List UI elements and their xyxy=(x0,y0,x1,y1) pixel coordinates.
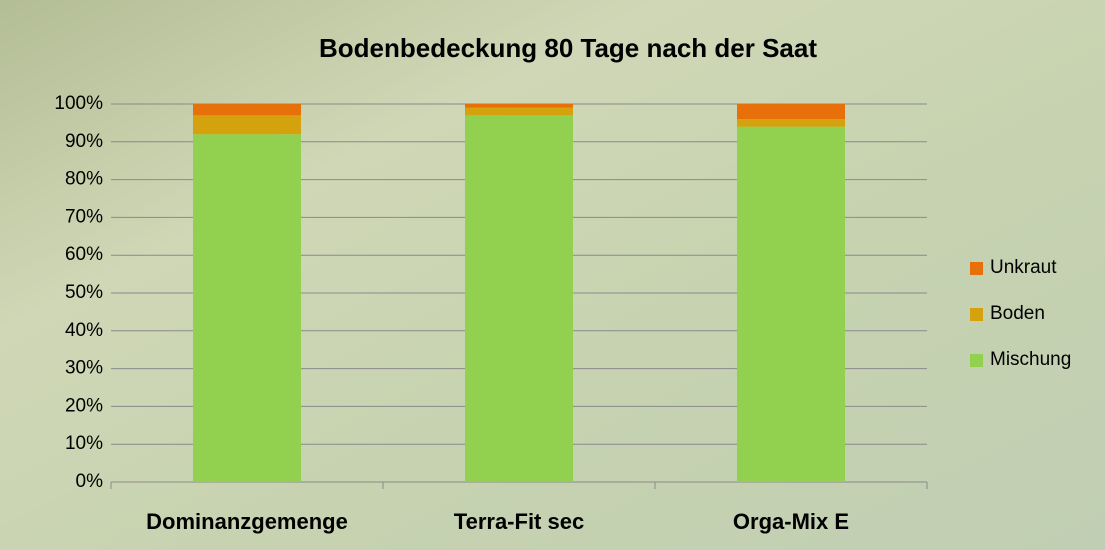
bar-segment xyxy=(465,107,573,116)
bar-segment xyxy=(737,126,845,483)
x-tick-label: Orga-Mix E xyxy=(733,509,849,534)
bar-segment xyxy=(737,119,845,127)
bar-segment xyxy=(465,104,573,108)
y-tick-label: 0% xyxy=(76,471,104,492)
bar-segment xyxy=(465,115,573,482)
y-tick-label: 40% xyxy=(65,320,103,341)
legend-swatch xyxy=(970,262,983,275)
y-tick-label: 50% xyxy=(65,282,103,303)
y-tick-label: 60% xyxy=(65,244,103,265)
legend-swatch xyxy=(970,354,983,367)
x-tick-label: Terra-Fit sec xyxy=(454,509,584,534)
y-tick-label: 70% xyxy=(65,206,103,227)
legend-swatch xyxy=(970,308,983,321)
y-tick-label: 90% xyxy=(65,131,103,152)
y-tick-label: 30% xyxy=(65,358,103,379)
bar-segment xyxy=(193,134,301,483)
legend-label: Boden xyxy=(990,303,1045,324)
bar-segment xyxy=(737,104,845,120)
chart-title: Bodenbedeckung 80 Tage nach der Saat xyxy=(319,33,817,63)
legend-label: Unkraut xyxy=(990,257,1057,278)
y-tick-label: 80% xyxy=(65,169,103,190)
bar-segment xyxy=(193,104,301,116)
y-tick-label: 100% xyxy=(54,93,103,114)
legend-label: Mischung xyxy=(990,349,1071,370)
y-tick-label: 20% xyxy=(65,395,103,416)
y-tick-label: 10% xyxy=(65,433,103,454)
x-tick-label: Dominanzgemenge xyxy=(146,509,348,534)
bar-segment xyxy=(193,115,301,135)
